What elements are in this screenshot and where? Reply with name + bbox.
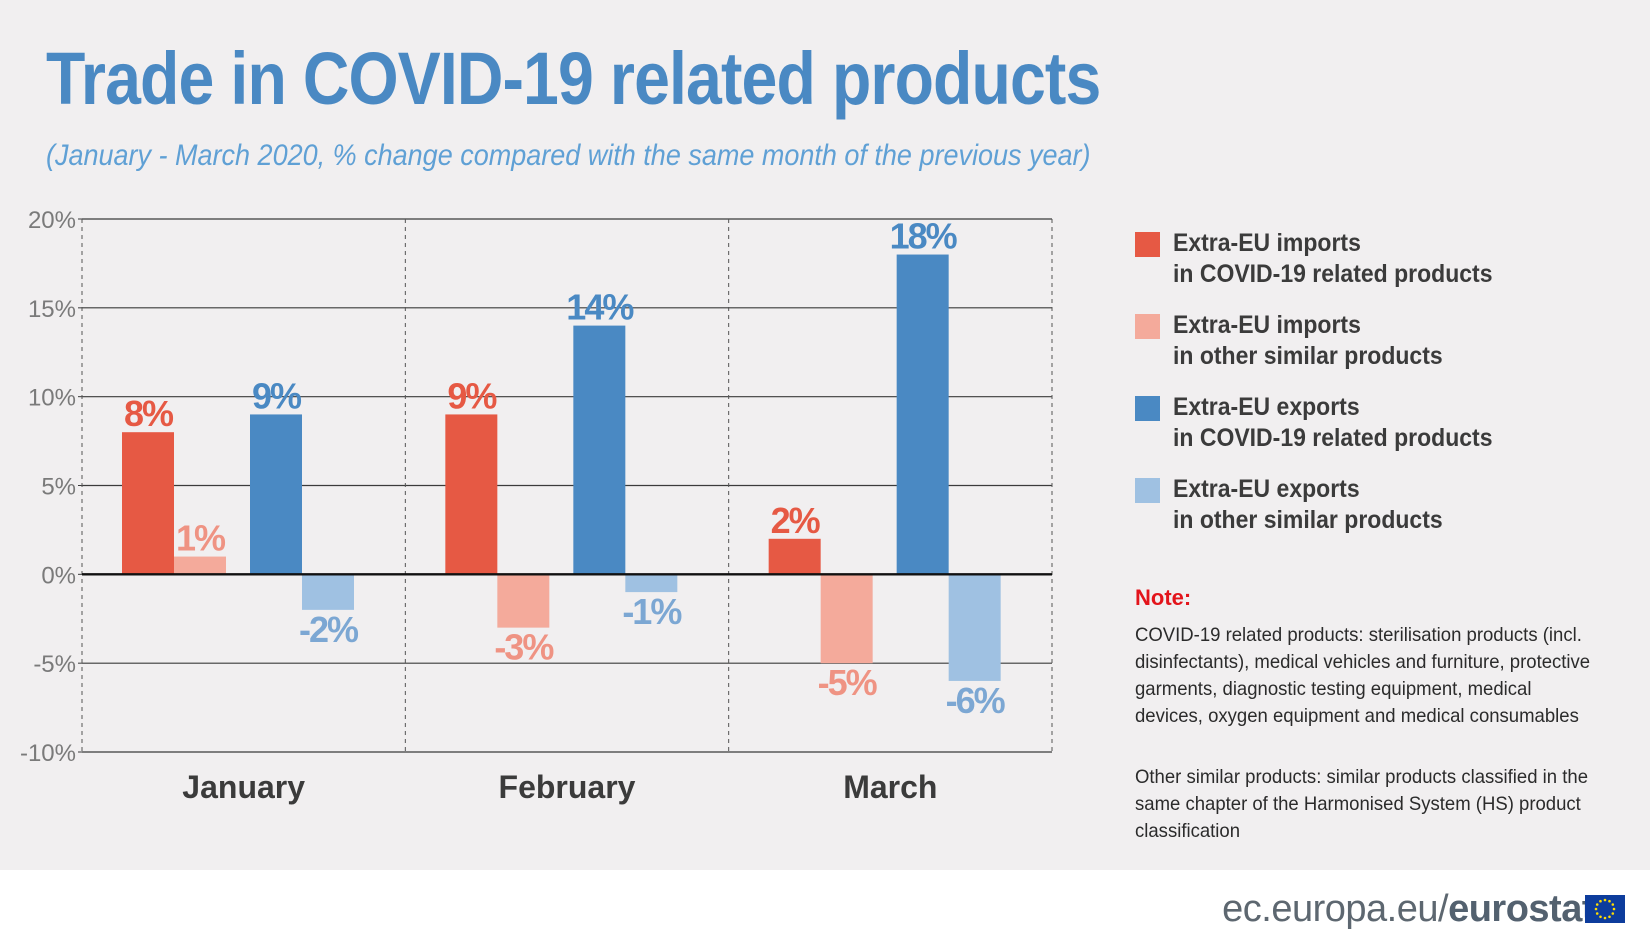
- data-label: 8%: [124, 393, 174, 434]
- data-label: 2%: [771, 500, 821, 541]
- legend-label: Extra-EU exports: [1173, 475, 1360, 503]
- legend-label: in COVID-19 related products: [1173, 260, 1493, 288]
- note-heading: Note:: [1135, 585, 1192, 610]
- y-tick-label: 0%: [41, 562, 76, 589]
- legend-label: in other similar products: [1173, 342, 1443, 370]
- bar: [250, 414, 302, 575]
- x-category-label: February: [499, 769, 636, 805]
- y-tick-label: -10%: [20, 740, 76, 767]
- legend-label: in other similar products: [1173, 506, 1443, 534]
- note-paragraph: COVID-19 related products: sterilisation…: [1135, 624, 1591, 727]
- legend-item: Extra-EU exports in other similar product…: [1135, 474, 1615, 556]
- data-label: -5%: [818, 662, 878, 703]
- bar: [302, 574, 354, 610]
- legend-item: Extra-EU exports in COVID-19 related prod…: [1135, 392, 1615, 474]
- legend-label: Extra-EU exports: [1173, 393, 1360, 421]
- data-label: -1%: [622, 591, 682, 632]
- bar: [174, 556, 226, 575]
- footer-brand: eurostat: [1448, 888, 1594, 930]
- legend-swatch: [1135, 314, 1160, 339]
- footer-domain: ec.europa.eu/: [1222, 888, 1449, 930]
- legend-swatch: [1135, 478, 1160, 503]
- data-label: -3%: [494, 627, 554, 668]
- y-tick-label: 20%: [28, 207, 76, 234]
- data-label: 9%: [447, 375, 497, 416]
- bar: [445, 414, 498, 575]
- legend-label: Extra-EU imports: [1173, 229, 1361, 257]
- y-tick-label: 5%: [41, 474, 76, 501]
- bar: [896, 254, 949, 575]
- data-label: 9%: [252, 375, 302, 416]
- x-category-label: March: [843, 769, 937, 805]
- data-label: 1%: [176, 518, 226, 559]
- data-label: 14%: [566, 287, 634, 328]
- note-paragraph: Other similar products: similar products…: [1135, 766, 1589, 842]
- bar: [122, 432, 174, 575]
- legend-label: Extra-EU imports: [1173, 311, 1361, 339]
- legend-item: Extra-EU imports in COVID-19 related prod…: [1135, 228, 1615, 310]
- bar: [768, 538, 821, 575]
- bar-chart: 20% 15% 10% 5% 0% -5% -10% 8% 9% 2% 1% -3% -5% 9% 14% 1…: [20, 207, 1053, 805]
- data-label: -2%: [299, 609, 359, 650]
- legend-label: in COVID-19 related products: [1173, 424, 1493, 452]
- y-tick-label: -5%: [33, 651, 76, 678]
- bar: [820, 574, 873, 664]
- legend-item: Extra-EU imports in other similar product…: [1135, 310, 1615, 392]
- legend-swatch: [1135, 232, 1160, 257]
- x-category-label: January: [182, 769, 305, 805]
- data-label: -6%: [946, 680, 1006, 721]
- legend-swatch: [1135, 396, 1160, 421]
- legend: Extra-EU imports in COVID-19 related prod…: [1135, 228, 1615, 556]
- bar: [573, 325, 626, 575]
- bar: [497, 574, 550, 628]
- chart-subtitle: (January - March 2020, % change compared…: [46, 139, 1091, 172]
- footer-source[interactable]: ec.europa.eu/eurostat: [1222, 888, 1594, 931]
- y-tick-label: 10%: [28, 385, 76, 412]
- bar: [948, 574, 1001, 681]
- y-tick-label: 15%: [28, 296, 76, 323]
- bar: [625, 574, 678, 593]
- data-label: 18%: [890, 216, 958, 257]
- eu-flag-icon: [1585, 895, 1625, 923]
- page-title: Trade in COVID-19 related products: [46, 37, 1101, 120]
